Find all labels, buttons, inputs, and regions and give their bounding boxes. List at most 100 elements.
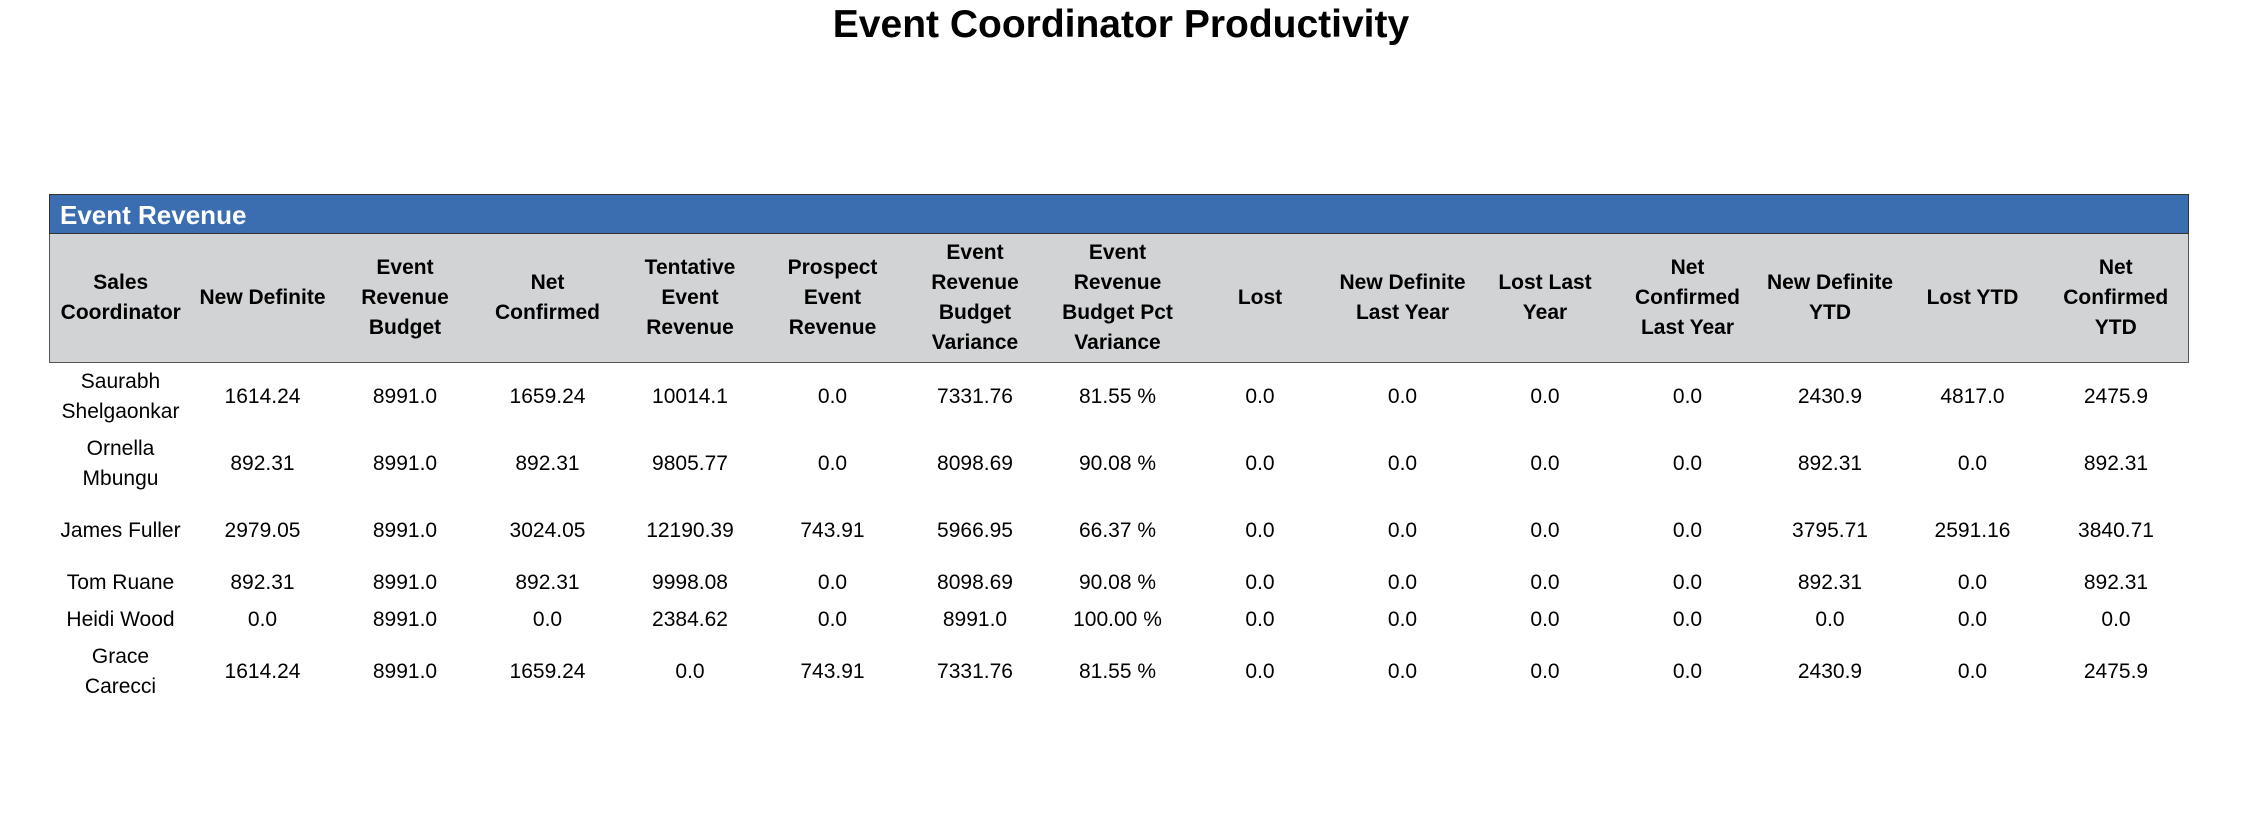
cell-sales-coordinator: Tom Ruane — [66, 570, 175, 594]
cell-lost-ytd: 0.0 — [1957, 570, 1988, 594]
cell-event-revenue-budget-variance: 8098.69 — [937, 451, 1013, 475]
column-header-new-definite[interactable]: New Definite — [191, 234, 334, 363]
cell-lost-last-year: 0.0 — [1530, 518, 1560, 542]
table-row: Heidi Wood 0.0 8991.0 0.0 2384.62 0.0 89… — [50, 601, 2189, 638]
cell-net-confirmed: 1659.24 — [509, 385, 586, 408]
cell-lost: 0.0 — [1245, 451, 1275, 475]
cell-new-definite-last-year: 0.0 — [1387, 607, 1418, 631]
column-header-net-confirmed-last-year[interactable]: Net Confirmed Last Year — [1616, 234, 1759, 363]
column-header-net-confirmed-ytd[interactable]: Net Confirmed YTD — [2043, 234, 2189, 363]
cell-net-confirmed-ytd: 3840.71 — [2078, 518, 2154, 542]
column-header-sales-coordinator[interactable]: Sales Coordinator — [49, 234, 192, 363]
cell-lost-ytd: 0.0 — [1957, 607, 1988, 631]
cell-net-confirmed: 0.0 — [532, 607, 563, 631]
column-header-tentative-event-revenue[interactable]: Tentative Event Revenue — [618, 234, 762, 363]
cell-net-confirmed: 3024.05 — [509, 518, 586, 542]
cell-lost-last-year: 0.0 — [1530, 570, 1560, 594]
column-header-event-revenue-budget-pct-variance[interactable]: Event Revenue Budget Pct Variance — [1046, 234, 1189, 363]
cell-lost-ytd: 2591.16 — [1934, 518, 2011, 542]
cell-new-definite-ytd: 2430.9 — [1797, 385, 1863, 408]
cell-new-definite: 892.31 — [230, 570, 295, 594]
section-header: Event Revenue — [49, 194, 2189, 234]
cell-prospect-event-revenue: 0.0 — [817, 607, 848, 631]
column-header-net-confirmed[interactable]: Net Confirmed — [476, 234, 619, 363]
cell-new-definite: 1614.24 — [224, 659, 301, 683]
cell-new-definite-last-year: 0.0 — [1387, 451, 1418, 475]
cell-tentative-event-revenue: 10014.1 — [652, 385, 728, 408]
column-header-event-revenue-budget[interactable]: Event Revenue Budget — [333, 234, 477, 363]
cell-event-revenue-budget-variance: 7331.76 — [937, 385, 1013, 408]
cell-event-revenue-budget: 8991.0 — [372, 607, 438, 631]
cell-net-confirmed-ytd: 892.31 — [2083, 451, 2149, 475]
cell-net-confirmed-ytd: 0.0 — [2101, 607, 2131, 631]
cell-prospect-event-revenue: 743.91 — [800, 659, 865, 683]
cell-event-revenue-budget-variance: 5966.95 — [937, 518, 1013, 542]
cell-net-confirmed-ytd: 892.31 — [2083, 570, 2149, 594]
cell-lost-last-year: 0.0 — [1530, 385, 1560, 408]
table-row: Ornella Mbungu 892.31 8991.0 892.31 9805… — [50, 430, 2189, 497]
cell-tentative-event-revenue: 2384.62 — [652, 607, 728, 631]
cell-net-confirmed-last-year: 0.0 — [1672, 518, 1703, 542]
cell-net-confirmed: 1659.24 — [509, 659, 586, 683]
cell-net-confirmed-ytd: 2475.9 — [2083, 659, 2149, 683]
cell-new-definite-ytd: 3795.71 — [1792, 518, 1868, 542]
cell-event-revenue-budget-variance: 8991.0 — [942, 607, 1008, 631]
cell-event-revenue-budget: 8991.0 — [372, 518, 438, 542]
column-header-event-revenue-budget-variance[interactable]: Event Revenue Budget Variance — [903, 234, 1047, 363]
column-header-new-definite-last-year[interactable]: New Definite Last Year — [1331, 234, 1474, 363]
cell-event-revenue-budget-pct-variance: 81.55 % — [1078, 385, 1157, 408]
column-header-lost-last-year[interactable]: Lost Last Year — [1473, 234, 1617, 363]
column-header-new-definite-ytd[interactable]: New Definite YTD — [1758, 234, 1902, 363]
cell-net-confirmed-last-year: 0.0 — [1672, 659, 1703, 683]
cell-lost-last-year: 0.0 — [1530, 451, 1560, 475]
cell-event-revenue-budget: 8991.0 — [372, 659, 438, 683]
cell-new-definite-ytd: 892.31 — [1797, 451, 1863, 475]
cell-tentative-event-revenue: 0.0 — [675, 659, 705, 683]
cell-sales-coordinator: Ornella Mbungu — [82, 436, 159, 490]
cell-lost: 0.0 — [1245, 385, 1275, 408]
cell-prospect-event-revenue: 743.91 — [800, 518, 865, 542]
table-row: James Fuller 2979.05 8991.0 3024.05 1219… — [50, 497, 2189, 564]
cell-lost-ytd: 4817.0 — [1940, 385, 2005, 408]
cell-lost: 0.0 — [1245, 659, 1275, 683]
cell-event-revenue-budget-pct-variance: 100.00 % — [1073, 607, 1162, 631]
cell-tentative-event-revenue: 9998.08 — [652, 570, 728, 594]
cell-event-revenue-budget-pct-variance: 81.55 % — [1078, 659, 1157, 683]
header-row: Sales Coordinator New Definite Event Rev… — [49, 234, 2189, 363]
cell-event-revenue-budget: 8991.0 — [372, 451, 438, 475]
table-row: Tom Ruane 892.31 8991.0 892.31 9998.08 0… — [50, 564, 2189, 601]
cell-event-revenue-budget-variance: 7331.76 — [937, 659, 1013, 683]
column-header-prospect-event-revenue[interactable]: Prospect Event Revenue — [761, 234, 904, 363]
cell-prospect-event-revenue: 0.0 — [817, 570, 848, 594]
cell-net-confirmed: 892.31 — [515, 570, 580, 594]
cell-sales-coordinator: Heidi Wood — [66, 607, 175, 631]
table-row: Grace Carecci 1614.24 8991.0 1659.24 0.0… — [50, 638, 2189, 705]
cell-sales-coordinator: Saurabh Shelgaonkar — [61, 370, 180, 423]
cell-net-confirmed-last-year: 0.0 — [1672, 451, 1703, 475]
cell-net-confirmed-last-year: 0.0 — [1672, 607, 1703, 631]
cell-new-definite: 2979.05 — [224, 518, 301, 542]
cell-new-definite-last-year: 0.0 — [1387, 385, 1418, 408]
cell-lost: 0.0 — [1245, 518, 1275, 542]
cell-net-confirmed-last-year: 0.0 — [1672, 385, 1703, 408]
cell-net-confirmed-last-year: 0.0 — [1672, 570, 1703, 594]
cell-new-definite: 0.0 — [247, 607, 278, 631]
event-revenue-table: Sales Coordinator New Definite Event Rev… — [49, 234, 2189, 705]
cell-lost-ytd: 0.0 — [1957, 451, 1988, 475]
page-title: Event Coordinator Productivity — [832, 3, 1410, 46]
cell-lost-last-year: 0.0 — [1530, 607, 1560, 631]
cell-new-definite-ytd: 2430.9 — [1797, 659, 1863, 683]
column-header-lost[interactable]: Lost — [1188, 234, 1332, 363]
column-header-lost-ytd[interactable]: Lost YTD — [1901, 234, 2044, 363]
cell-event-revenue-budget: 8991.0 — [372, 570, 438, 594]
cell-tentative-event-revenue: 12190.39 — [646, 518, 734, 542]
cell-new-definite-ytd: 892.31 — [1797, 570, 1863, 594]
cell-event-revenue-budget-pct-variance: 90.08 % — [1078, 570, 1157, 594]
cell-lost-ytd: 0.0 — [1957, 659, 1988, 683]
cell-new-definite-last-year: 0.0 — [1387, 518, 1418, 542]
cell-event-revenue-budget-variance: 8098.69 — [937, 570, 1013, 594]
cell-event-revenue-budget-pct-variance: 90.08 % — [1078, 451, 1157, 475]
cell-new-definite-last-year: 0.0 — [1387, 659, 1418, 683]
cell-net-confirmed-ytd: 2475.9 — [2083, 385, 2149, 408]
cell-tentative-event-revenue: 9805.77 — [652, 451, 728, 475]
